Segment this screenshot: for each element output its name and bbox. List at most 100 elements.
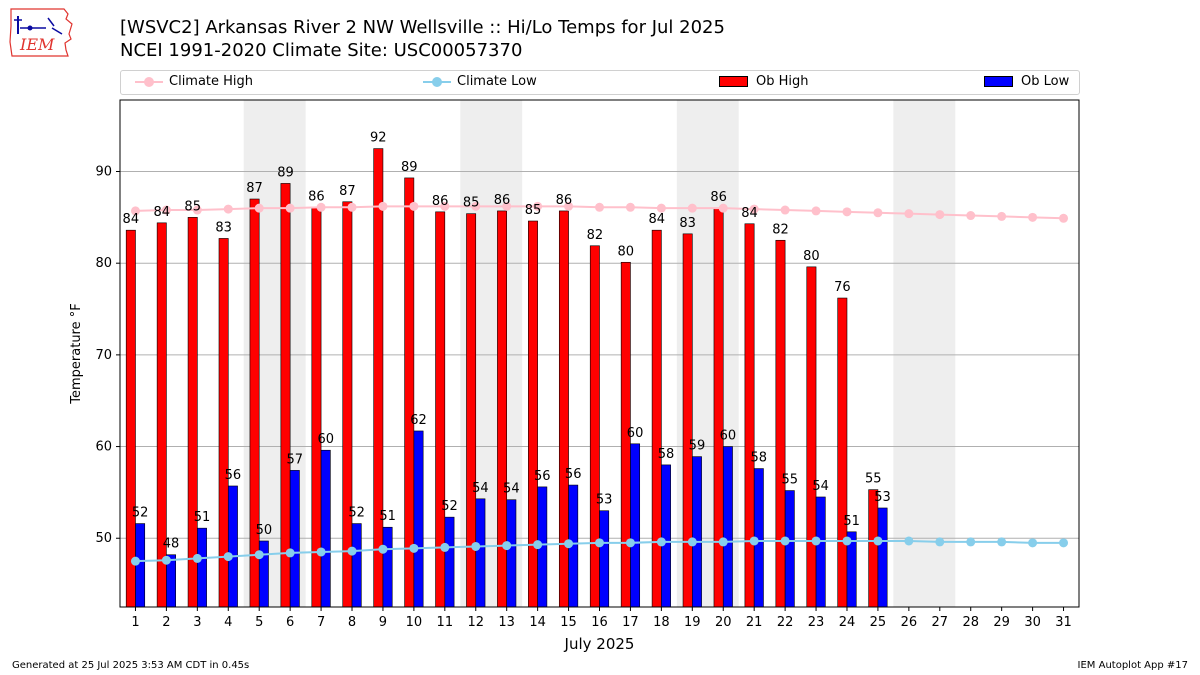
climate-low-point: [687, 537, 697, 547]
ob-low-label: 60: [720, 429, 737, 444]
x-tick-label: 14: [529, 615, 546, 630]
ob-high-label: 84: [123, 212, 140, 227]
x-tick-label: 24: [839, 615, 856, 630]
ob-high-label: 55: [865, 472, 882, 487]
ob-high-label: 80: [803, 249, 820, 264]
climate-high-swatch: [135, 75, 163, 89]
x-tick-label: 6: [286, 615, 294, 630]
ob-low-bar: [351, 523, 362, 608]
x-tick-label: 4: [224, 615, 232, 630]
ob-high-bar: [125, 229, 136, 608]
ob-low-label: 56: [565, 467, 582, 482]
climate-high-point: [440, 201, 450, 211]
climate-low-point: [471, 541, 481, 551]
ob-high-label: 84: [741, 206, 758, 221]
ob-high-bar: [528, 220, 538, 608]
ob-low-bar: [784, 490, 795, 608]
ob-high-bar: [589, 245, 600, 608]
ob-high-label: 82: [772, 222, 789, 237]
ob-high-label: 86: [710, 190, 727, 205]
legend-label: Ob High: [756, 74, 809, 89]
ob-high-bar: [404, 177, 415, 608]
ob-high-label: 83: [215, 220, 232, 235]
ob-high-label: 86: [556, 193, 573, 208]
climate-high-point: [595, 202, 604, 212]
climate-high-point: [749, 204, 759, 214]
ob-high-label: 92: [370, 131, 387, 146]
climate-high-point: [718, 203, 728, 213]
climate-low-point: [780, 536, 790, 546]
climate-low-point: [440, 542, 450, 552]
climate-low-point: [130, 556, 140, 566]
ob-low-bar: [227, 485, 238, 608]
ob-high-label: 86: [432, 194, 449, 209]
ob-high-label: 80: [618, 244, 635, 259]
ob-low-label: 56: [534, 469, 551, 484]
climate-low-point: [533, 540, 543, 550]
ob-high-label: 84: [648, 212, 665, 227]
ob-high-label: 76: [834, 280, 851, 295]
ob-low-bar: [661, 464, 671, 608]
climate-low-point: [718, 537, 728, 547]
ob-low-bar: [197, 527, 207, 608]
climate-low-point: [378, 544, 388, 554]
app-footer: IEM Autoplot App #17: [1077, 660, 1188, 671]
ob-low-bar: [630, 443, 641, 608]
legend-climate-low: Climate Low: [423, 74, 537, 89]
weekend-band: [893, 100, 956, 607]
x-tick-label: 5: [255, 615, 263, 630]
y-tick-label: 50: [95, 531, 112, 546]
ob-high-bar: [280, 183, 291, 608]
ob-high-label: 89: [277, 165, 294, 180]
climate-low-point: [595, 538, 604, 548]
ob-low-bar: [815, 496, 826, 608]
climate-low-point: [1028, 538, 1038, 548]
climate-low-swatch: [423, 75, 451, 89]
climate-low-point: [966, 537, 976, 547]
ob-low-label: 51: [194, 510, 211, 525]
climate-high-point: [687, 203, 697, 213]
climate-high-point: [564, 201, 574, 211]
x-tick-label: 12: [467, 615, 484, 630]
climate-high-point: [130, 206, 140, 216]
generated-footer: Generated at 25 Jul 2025 3:53 AM CDT in …: [12, 660, 250, 671]
x-tick-label: 8: [348, 615, 356, 630]
ob-low-label: 52: [132, 506, 149, 521]
ob-high-label: 85: [184, 199, 201, 214]
x-tick-label: 30: [1024, 615, 1041, 630]
ob-low-label: 51: [843, 514, 860, 529]
climate-high-point: [780, 205, 790, 215]
climate-high-point: [1059, 213, 1069, 223]
climate-high-point: [409, 201, 419, 211]
ob-low-label: 50: [256, 523, 273, 538]
x-tick-label: 21: [746, 615, 763, 630]
ob-low-bar: [289, 470, 300, 608]
logo-text: IEM: [20, 35, 55, 54]
climate-low-point: [842, 536, 852, 546]
climate-low-point: [625, 538, 635, 548]
y-tick-label: 60: [95, 440, 112, 455]
climate-low-point: [316, 547, 326, 557]
climate-low-point: [811, 536, 821, 546]
ob-high-bar: [713, 207, 724, 608]
ob-low-label: 58: [658, 447, 675, 462]
ob-low-label: 60: [317, 432, 334, 447]
ob-high-label: 87: [339, 184, 356, 199]
climate-low-point: [564, 539, 574, 549]
x-tick-label: 3: [193, 615, 201, 630]
x-tick-label: 7: [317, 615, 325, 630]
climate-high-point: [997, 211, 1007, 221]
y-tick-label: 70: [95, 348, 112, 363]
ob-high-bar: [187, 217, 198, 608]
ob-low-label: 54: [472, 481, 489, 496]
x-tick-label: 18: [653, 615, 670, 630]
climate-low-point: [192, 553, 202, 563]
x-tick-label: 16: [591, 615, 608, 630]
climate-low-point: [935, 537, 945, 547]
ob-high-bar: [311, 206, 322, 608]
ob-low-bar: [475, 498, 486, 608]
climate-high-point: [192, 205, 202, 215]
x-tick-label: 27: [932, 615, 949, 630]
climate-high-point: [656, 203, 666, 213]
x-tick-label: 2: [162, 615, 170, 630]
